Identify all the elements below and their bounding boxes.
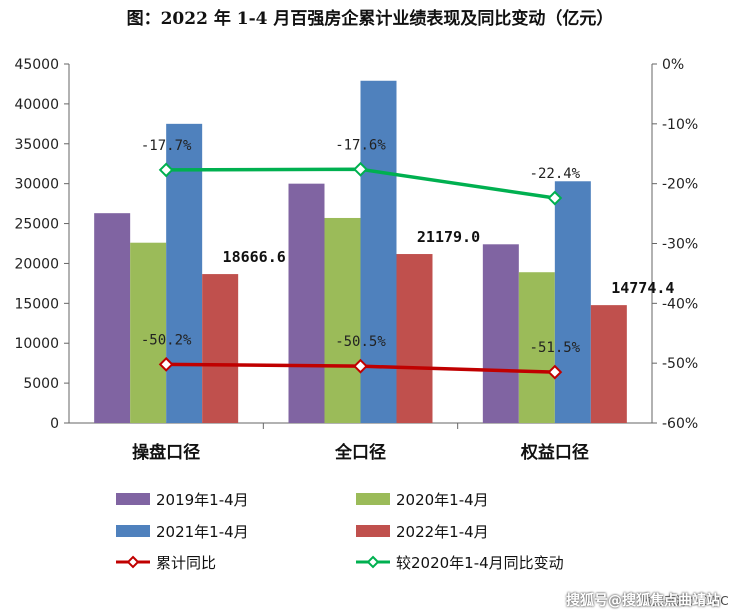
line-point-marker (547, 364, 563, 380)
line-data-label: -50.2% (141, 332, 192, 348)
bar (590, 305, 627, 423)
bar-data-label: 14774.4 (611, 279, 674, 297)
line-data-label: -17.6% (335, 137, 386, 153)
y-right-tick-label: -60% (662, 416, 698, 432)
bar (396, 254, 433, 423)
y-left-tick-label: 40000 (14, 97, 59, 113)
watermark: 搜狐号@搜狐焦点曲靖站 (566, 593, 720, 609)
y-right-tick-label: -20% (662, 177, 698, 193)
x-category-label: 操盘口径 (132, 442, 200, 463)
y-left-tick-label: 25000 (14, 217, 59, 233)
legend-marker (366, 555, 380, 569)
y-left-tick-label: 15000 (14, 296, 59, 312)
legend-label: 2021年1-4月 (156, 523, 249, 541)
legend: 2019年1-4月 2020年1-4月 2021年1-4月 2022年1-4月累计同比… (116, 491, 564, 572)
legend-marker (126, 555, 140, 569)
legend-label: 2020年1-4月 (396, 491, 489, 509)
chart-title: 图：2022 年 1-4 月百强房企累计业绩表现及同比变动（亿元） (126, 9, 614, 29)
bar (130, 242, 167, 423)
bar (202, 274, 239, 423)
legend-swatch (116, 493, 150, 505)
line-point-marker (547, 190, 563, 206)
x-category-label: 权益口径 (520, 442, 589, 463)
y-right-tick-label: -50% (662, 356, 698, 372)
bar (518, 272, 555, 423)
y-right-tick-label: -10% (662, 117, 698, 133)
source-note: 数据来源：CRIC (640, 594, 729, 608)
bar (288, 183, 325, 423)
line-data-label: -50.5% (335, 334, 386, 350)
bar (324, 217, 361, 423)
x-category-label: 全口径 (334, 442, 386, 463)
line-data-label: -51.5% (530, 340, 581, 356)
labels-layer: 18666.6 21179.0 14774.4 -50.2% -50.5% -51.5% -… (141, 137, 675, 356)
y-left-tick-label: 45000 (14, 57, 59, 73)
line-data-label: -17.7% (141, 138, 192, 154)
y-left-tick-label: 20000 (14, 256, 59, 272)
line-point-marker (158, 162, 174, 178)
bar (94, 213, 131, 423)
y-left-tick-label: 10000 (14, 336, 59, 352)
line-data-label: -22.4% (530, 166, 581, 182)
lines-layer (158, 161, 563, 380)
y-right-tick-label: -40% (662, 296, 698, 312)
y-left-tick-label: 5000 (23, 376, 59, 392)
line-point-marker (353, 358, 368, 374)
y-right-tick-label: 0% (662, 57, 684, 73)
legend-swatch (116, 525, 150, 537)
bar (360, 80, 397, 424)
legend-label: 较2020年1-4月同比变动 (396, 554, 564, 572)
y-left-tick-label: 30000 (14, 177, 59, 193)
bar (554, 181, 591, 423)
bar (482, 244, 519, 423)
line-point-marker (158, 356, 174, 372)
y-right-tick-label: -30% (662, 237, 698, 253)
bar-data-label: 21179.0 (417, 228, 480, 246)
bar (166, 123, 203, 423)
legend-label: 2019年1-4月 (156, 491, 249, 509)
axes: 0 5000 10000 15000 20000 25000 30000 35000 40000… (14, 57, 698, 463)
line-point-marker (353, 161, 368, 177)
y-left-tick-label: 0 (50, 416, 59, 432)
legend-label: 2022年1-4月 (396, 523, 489, 541)
legend-label: 累计同比 (156, 554, 216, 572)
bars-layer (94, 80, 627, 424)
legend-swatch (356, 493, 390, 505)
bar-data-label: 18666.6 (223, 248, 286, 266)
legend-swatch (356, 525, 390, 537)
y-left-tick-label: 35000 (14, 137, 59, 153)
